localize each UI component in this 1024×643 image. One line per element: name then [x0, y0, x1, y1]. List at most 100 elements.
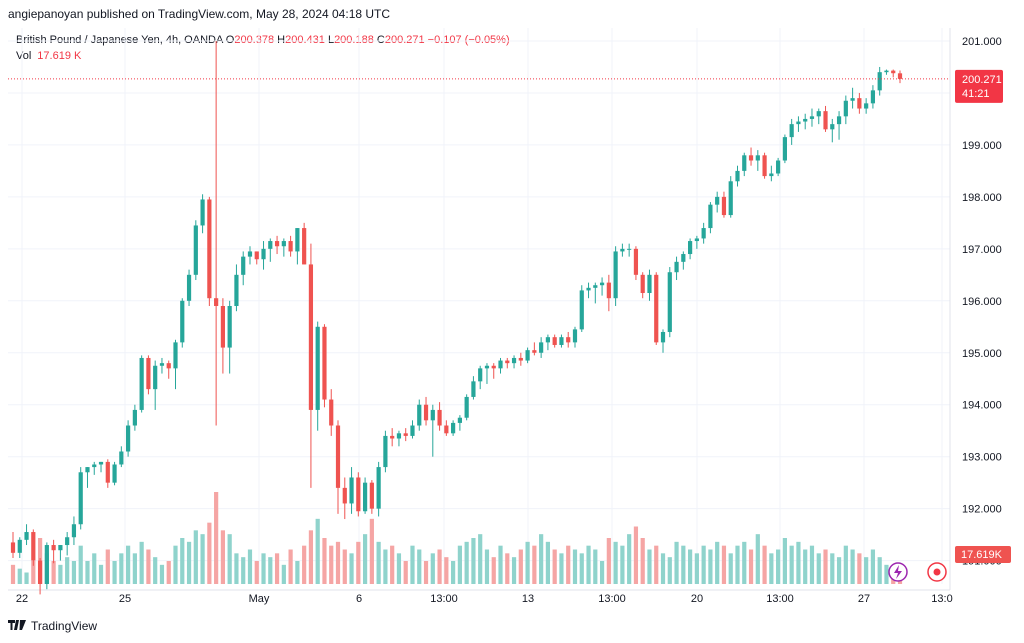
y-tick-label: 199.000: [962, 140, 1002, 152]
candle-body: [559, 337, 564, 345]
x-tick-label: 6: [356, 593, 362, 605]
publisher-line: angiepanoyan published on TradingView.co…: [8, 7, 391, 21]
volume-bar: [660, 553, 666, 584]
candle-body: [518, 357, 523, 361]
volume-bar: [315, 518, 320, 584]
volume-bar: [688, 549, 693, 584]
candle-body: [511, 357, 517, 364]
candle-body: [227, 306, 232, 348]
symbol-title[interactable]: British Pound / Japanese Yen, 4h, OANDA: [16, 34, 223, 46]
candle-body: [58, 545, 63, 551]
candle-body: [735, 170, 740, 182]
volume-bar: [430, 553, 435, 584]
candle-body: [742, 155, 747, 171]
footer-brand[interactable]: TradingView: [8, 619, 97, 633]
volume-bar: [112, 561, 117, 584]
volume-bar: [437, 549, 442, 584]
candle-body: [166, 363, 171, 369]
candle-body: [762, 155, 767, 177]
candle-body: [247, 251, 253, 257]
price-badge: [955, 69, 1003, 103]
candle-body: [498, 360, 503, 369]
volume-bar: [119, 553, 124, 584]
close-value: 200.271: [384, 34, 425, 46]
volume-legend: Vol 17.619 K: [16, 50, 81, 62]
candle-body: [776, 160, 781, 174]
candle-body: [701, 228, 706, 239]
volume-bar: [423, 561, 429, 584]
volume-bar: [491, 557, 496, 584]
candle-body: [356, 477, 361, 512]
candle-body: [274, 241, 280, 247]
volume-bar: [633, 526, 639, 584]
volume-bar: [457, 545, 462, 584]
volume-bar: [376, 541, 381, 584]
candle-body: [146, 357, 151, 390]
volume-bar: [274, 553, 280, 584]
volume-bar: [836, 557, 842, 584]
candle-body: [220, 306, 225, 348]
volume-bar: [207, 522, 212, 584]
y-tick-label: 197.000: [962, 244, 1002, 256]
volume-bar: [31, 561, 36, 584]
volume-badge: [955, 546, 1011, 563]
candle-body: [789, 124, 794, 138]
candle-body: [390, 435, 395, 439]
candle-body: [457, 417, 462, 423]
volume-bar: [105, 549, 110, 584]
volume-bar: [451, 561, 456, 584]
candle-body: [660, 331, 666, 343]
volume-bar: [24, 572, 29, 584]
x-tick-label: 27: [858, 593, 870, 605]
volume-bar: [51, 561, 56, 584]
volume-bar: [71, 561, 77, 584]
candle-body: [525, 350, 530, 361]
volume-bar: [159, 564, 165, 584]
candle-body: [620, 248, 625, 252]
candle-body: [647, 274, 652, 294]
candle-body: [302, 228, 307, 265]
volume-bar: [349, 553, 354, 584]
volume-bar: [708, 549, 713, 584]
volume-bar: [850, 549, 855, 584]
candle-body: [139, 357, 144, 410]
candle-body: [119, 451, 124, 465]
change-value: −0.107 (−0.05%): [427, 34, 510, 46]
volume-bar: [505, 553, 510, 584]
volume-bar: [166, 561, 171, 584]
candle-body: [681, 254, 686, 262]
candle-body: [748, 155, 754, 161]
candle-body: [295, 228, 300, 252]
volume-bar: [769, 553, 774, 584]
volume-bar: [755, 534, 760, 584]
candle-body: [444, 425, 449, 434]
candle-body: [71, 524, 77, 538]
candle-body: [241, 256, 246, 275]
candle-body: [403, 433, 408, 436]
candle-body: [65, 537, 70, 546]
volume-bar: [593, 549, 598, 584]
candle-body: [98, 461, 104, 465]
candle-body: [640, 274, 645, 294]
candle-body: [173, 342, 178, 369]
candle-body: [545, 337, 551, 343]
close-label: C: [376, 34, 385, 46]
volume-bar: [85, 561, 90, 584]
volume-bar: [403, 561, 408, 584]
volume-bar: [214, 492, 219, 584]
candle-body: [254, 251, 259, 260]
candle-body: [484, 365, 490, 369]
candle-body: [809, 116, 815, 119]
volume-bar: [322, 538, 327, 584]
volume-bar: [566, 545, 571, 584]
candle-body: [599, 282, 605, 286]
volume-label[interactable]: Vol: [16, 50, 32, 62]
candle-body: [566, 337, 571, 343]
candle-body: [579, 290, 584, 330]
candle-body: [755, 155, 760, 161]
x-tick-label: 20: [691, 593, 703, 605]
candle-body: [126, 425, 131, 452]
volume-bar: [762, 545, 767, 584]
candle-body: [417, 404, 422, 426]
